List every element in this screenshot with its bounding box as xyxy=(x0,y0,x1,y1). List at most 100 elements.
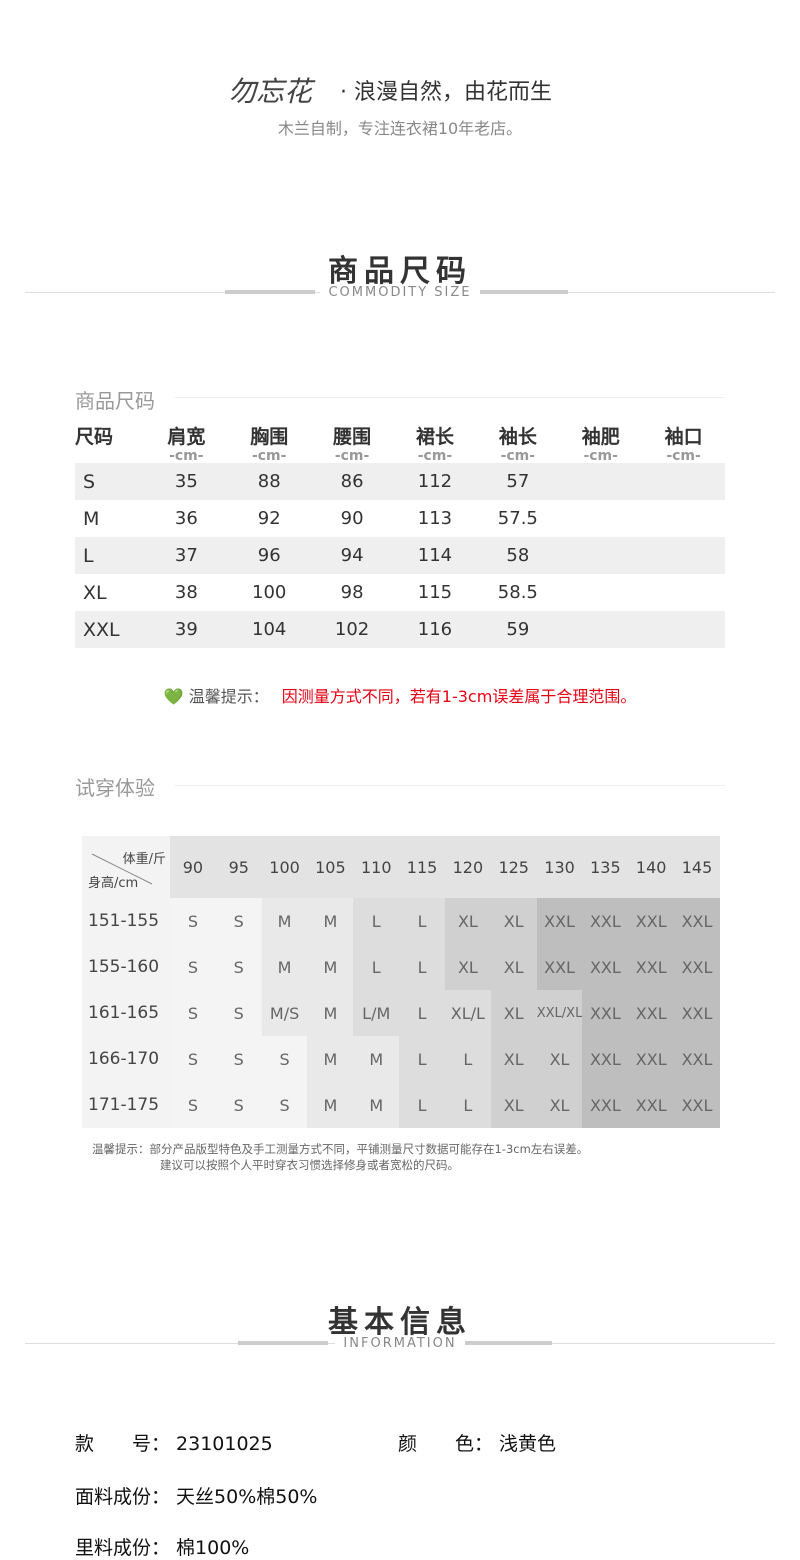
green-heart-icon: 💚 xyxy=(163,687,184,706)
weight-header: 140 xyxy=(635,857,667,877)
section-subtitle-size: COMMODITY SIZE xyxy=(320,285,480,300)
weight-header: 120 xyxy=(452,857,484,877)
fit-heading: 试穿体验 xyxy=(75,776,155,800)
table-cell: L xyxy=(83,544,94,567)
size-cell: XL xyxy=(490,1082,537,1128)
size-table-heading: 商品尺码 xyxy=(75,389,155,413)
diagonal-line xyxy=(91,853,153,885)
size-cell: M xyxy=(307,990,354,1036)
size-cell: XXL xyxy=(536,944,583,990)
size-cell: XXL xyxy=(582,1036,629,1082)
size-cell: XXL/XL xyxy=(536,990,583,1036)
size-cell: L xyxy=(399,944,445,990)
table-cell: M xyxy=(83,507,100,530)
size-cell: S xyxy=(170,1036,216,1082)
size-cell: S xyxy=(215,990,262,1036)
size-cell: M xyxy=(307,898,354,944)
size-cell: XXL xyxy=(582,1082,629,1128)
table-cell: 96 xyxy=(257,545,281,566)
fit-chart: 体重/斤 身高/cm 90 95 100 105 110 115 120 125 130 135 140… xyxy=(82,836,720,1128)
size-cell: S xyxy=(170,990,216,1036)
size-cell: L xyxy=(399,898,445,944)
column-header: 腰围 xyxy=(333,426,372,448)
size-cell: XL xyxy=(490,898,537,944)
corner-weight: 体重/斤 xyxy=(122,852,166,867)
size-cell: M xyxy=(353,1082,400,1128)
column-header: 袖口 xyxy=(664,426,703,448)
size-cell: XL xyxy=(490,990,537,1036)
size-cell: L xyxy=(399,1082,445,1128)
column-header: 胸围 xyxy=(250,426,289,448)
lining-value: 棉100% xyxy=(176,1537,250,1559)
size-cell: M xyxy=(353,1036,400,1082)
fabric-value: 天丝50%棉50% xyxy=(176,1486,318,1508)
size-cell: L xyxy=(353,944,400,990)
table-cell: 57.5 xyxy=(497,508,538,529)
corner-cell: 体重/斤 身高/cm xyxy=(82,836,170,898)
size-cell: M xyxy=(307,1036,354,1082)
weight-header: 115 xyxy=(406,857,438,877)
size-cell: XL/L xyxy=(444,990,491,1036)
size-cell: XXL xyxy=(628,898,675,944)
size-table: 尺码 肩宽 胸围 腰围 裙长 袖长 袖肥 袖口 -cm- -cm- -cm- -cm- -cm- -cm-… xyxy=(75,422,725,648)
table-cell: 98 xyxy=(340,582,364,603)
table-cell: XL xyxy=(83,581,107,604)
table-cell: 35 xyxy=(174,471,198,492)
size-cell: M xyxy=(307,944,354,990)
note-line: 温馨提示：部分产品版型特色及手工测量方式不同，平铺测量尺寸数据可能存在1-3cm… xyxy=(92,1142,589,1156)
table-cell: 113 xyxy=(417,508,453,529)
table-cell: 37 xyxy=(174,545,198,566)
table-cell: 88 xyxy=(257,471,281,492)
table-cell: 104 xyxy=(252,619,287,640)
table-row: XXL 39 104 102 116 59 xyxy=(75,611,725,648)
size-cell: L/M xyxy=(353,990,400,1036)
unit-label xyxy=(75,449,145,463)
weight-header: 130 xyxy=(544,857,575,877)
fit-row: 151-155 S S M M L L XL XL XXL XXL XXL XXL xyxy=(82,898,720,944)
unit-label: -cm- xyxy=(500,448,536,464)
height-label: 171-175 xyxy=(82,1082,170,1128)
weight-header: 90 xyxy=(182,857,204,877)
size-cell: XL xyxy=(536,1036,583,1082)
column-header: 袖肥 xyxy=(581,426,620,448)
size-cell: XXL xyxy=(628,990,675,1036)
size-cell: XL xyxy=(536,1082,583,1128)
weight-header: 125 xyxy=(498,857,529,877)
table-cell: 115 xyxy=(417,582,453,603)
table-cell: 112 xyxy=(417,471,453,492)
table-row: S 35 88 86 112 57 xyxy=(75,463,725,500)
size-cell: L xyxy=(399,1036,445,1082)
fit-row: 166-170 S S S M M L L XL XL XXL XXL XXL xyxy=(82,1036,720,1082)
weight-header: 110 xyxy=(360,857,392,877)
table-cell: 90 xyxy=(340,508,364,529)
weight-header: 135 xyxy=(590,857,621,877)
divider-bar xyxy=(478,290,568,294)
table-cell: XXL xyxy=(83,618,120,641)
size-cell: L xyxy=(353,898,400,944)
size-cell: S xyxy=(215,1082,262,1128)
fit-row: 155-160 S S M M L L XL XL XXL XXL XXL XXL xyxy=(82,944,720,990)
tip-label: 温馨提示： xyxy=(188,687,269,706)
divider xyxy=(175,397,725,398)
size-cell: XXL xyxy=(582,898,629,944)
size-cell: XXL xyxy=(674,944,720,990)
unit-label: -cm- xyxy=(417,448,453,464)
unit-label: -cm- xyxy=(251,448,287,464)
table-cell: 100 xyxy=(252,582,287,603)
unit-label: -cm- xyxy=(666,448,701,464)
table-row: XL 38 100 98 115 58.5 xyxy=(75,574,725,611)
table-cell: 102 xyxy=(334,619,370,640)
height-label: 166-170 xyxy=(82,1036,170,1082)
divider-bar xyxy=(225,290,315,294)
tip-text: 因测量方式不同，若有1-3cm误差属于合理范围。 xyxy=(281,687,637,706)
fit-row: 171-175 S S S M M L L XL XL XXL XXL XXL xyxy=(82,1082,720,1128)
brand-tagline: 木兰自制，专注连衣裙10年老店。 xyxy=(277,119,523,138)
section-subtitle-info: INFORMATION xyxy=(335,1336,465,1351)
size-cell: S xyxy=(215,898,262,944)
table-row: M 36 92 90 113 57.5 xyxy=(75,500,725,537)
table-cell: 114 xyxy=(417,545,453,566)
unit-label: -cm- xyxy=(583,448,618,464)
weight-header: 145 xyxy=(681,857,713,877)
weight-header: 100 xyxy=(269,857,300,877)
table-row: L 37 96 94 114 58 xyxy=(75,537,725,574)
